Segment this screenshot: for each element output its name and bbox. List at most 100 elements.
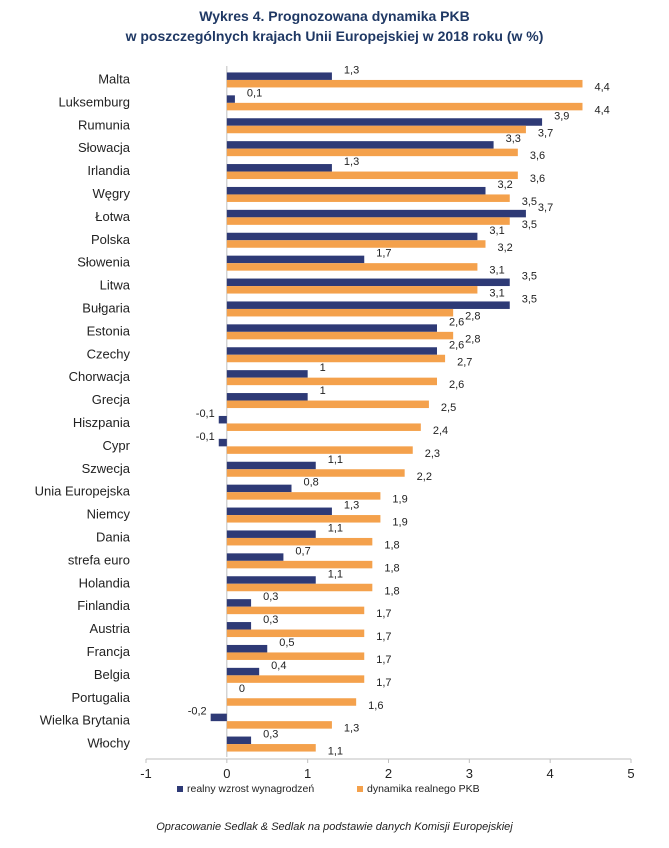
- category-label: Cypr: [103, 438, 131, 453]
- bar-gdp: [226, 515, 381, 523]
- data-label: 0,7: [295, 545, 310, 557]
- data-label: 1,3: [344, 500, 359, 512]
- bar-gdp: [226, 240, 486, 248]
- bar-wages: [218, 438, 227, 447]
- bar-wages: [226, 576, 316, 584]
- x-tick-label: 2: [385, 766, 392, 781]
- data-label: 3,1: [489, 225, 504, 237]
- x-tick-label: -1: [140, 766, 152, 781]
- data-label: 1: [320, 362, 326, 374]
- data-label: 3,6: [530, 173, 545, 185]
- bar-wages: [226, 347, 437, 355]
- bar-wages: [210, 713, 227, 722]
- data-label: 0,3: [263, 614, 278, 626]
- data-label: 1,7: [376, 631, 391, 643]
- bar-gdp: [226, 331, 454, 340]
- bar-wages: [226, 324, 437, 332]
- data-label: 1,8: [384, 539, 399, 551]
- bar-wages: [218, 415, 227, 424]
- bar-gdp: [226, 125, 526, 134]
- data-label: 1: [320, 385, 326, 397]
- category-label: Malta: [98, 71, 131, 86]
- bar-gdp: [226, 217, 510, 225]
- category-label: Słowenia: [77, 255, 131, 270]
- legend-label: realny wzrost wynagrodzeń: [187, 783, 314, 795]
- data-label: 2,4: [433, 425, 448, 437]
- data-label: 3,5: [522, 219, 537, 231]
- data-label: 2,3: [425, 448, 440, 460]
- bar-wages: [226, 118, 543, 126]
- category-label: Portugalia: [71, 690, 130, 705]
- category-label: Czechy: [87, 346, 131, 361]
- data-label: 1,8: [384, 562, 399, 574]
- bar-wages: [226, 72, 332, 80]
- data-label: 1,7: [376, 677, 391, 689]
- bar-gdp: [226, 286, 478, 294]
- category-label: Hiszpania: [73, 415, 131, 430]
- bar-wages: [226, 370, 308, 378]
- bar-gdp: [226, 263, 478, 271]
- bar-gdp: [226, 194, 510, 202]
- data-label: 1,8: [384, 585, 399, 597]
- category-label: Łotwa: [95, 209, 130, 224]
- chart-subtitle: w poszczególnych krajach Unii Europejski…: [125, 28, 544, 44]
- data-label: 3,6: [530, 150, 545, 162]
- bar-wages: [226, 95, 235, 103]
- bar-wages: [226, 141, 494, 149]
- bar-gdp: [226, 537, 373, 546]
- chart-title: Wykres 4. Prognozowana dynamika PKB: [199, 8, 470, 24]
- category-label: Estonia: [87, 323, 131, 338]
- data-label: 3,3: [506, 133, 521, 145]
- bar-gdp: [226, 560, 373, 569]
- data-label: 3,1: [489, 288, 504, 300]
- data-label: 0,3: [263, 591, 278, 603]
- category-label: Włochy: [87, 736, 130, 751]
- data-label: 0: [239, 683, 245, 695]
- legend-label: dynamika realnego PKB: [367, 783, 480, 795]
- data-label: 0,8: [304, 477, 319, 489]
- data-label: 3,5: [522, 293, 537, 305]
- bar-wages: [226, 164, 332, 172]
- bar-wages: [226, 232, 478, 241]
- data-label: 0,5: [279, 637, 294, 649]
- category-label: Bułgaria: [82, 300, 130, 315]
- data-label: 1,3: [344, 156, 359, 168]
- category-label: Dania: [96, 529, 131, 544]
- bar-gdp: [226, 79, 583, 88]
- category-label: Szwecja: [82, 461, 131, 476]
- data-label: 3,7: [538, 127, 553, 139]
- bar-chart: Malta1,34,4Luksemburg0,14,4Rumunia3,93,7…: [35, 64, 635, 795]
- x-tick-label: 5: [627, 766, 634, 781]
- bar-gdp: [226, 606, 365, 615]
- data-label: 2,8: [465, 310, 480, 322]
- data-label: 2,6: [449, 339, 464, 351]
- category-label: Belgia: [94, 667, 131, 682]
- bar-gdp: [226, 423, 421, 431]
- data-label: 1,9: [392, 494, 407, 506]
- data-label: 1,3: [344, 723, 359, 735]
- category-label: Węgry: [92, 186, 130, 201]
- category-label: Wielka Brytania: [40, 713, 131, 728]
- category-label: strefa euro: [68, 552, 130, 567]
- bar-gdp: [226, 721, 332, 729]
- bar-gdp: [226, 446, 413, 454]
- category-label: Unia Europejska: [35, 484, 131, 499]
- bar-gdp: [226, 308, 454, 317]
- bar-gdp: [226, 629, 365, 638]
- data-label: -0,1: [196, 431, 215, 443]
- bar-gdp: [226, 583, 373, 592]
- category-label: Rumunia: [78, 117, 131, 132]
- data-label: -0,1: [196, 408, 215, 420]
- data-label: 1,9: [392, 517, 407, 529]
- legend-swatch: [177, 786, 183, 792]
- category-label: Litwa: [100, 278, 131, 293]
- x-tick-label: 4: [547, 766, 554, 781]
- bar-wages: [226, 393, 308, 401]
- x-tick-label: 3: [466, 766, 473, 781]
- category-label: Niemcy: [87, 507, 131, 522]
- data-label: 0,1: [247, 87, 262, 99]
- category-label: Grecja: [92, 392, 131, 407]
- category-label: Słowacja: [78, 140, 131, 155]
- bar-gdp: [226, 354, 446, 363]
- bar-wages: [226, 461, 316, 470]
